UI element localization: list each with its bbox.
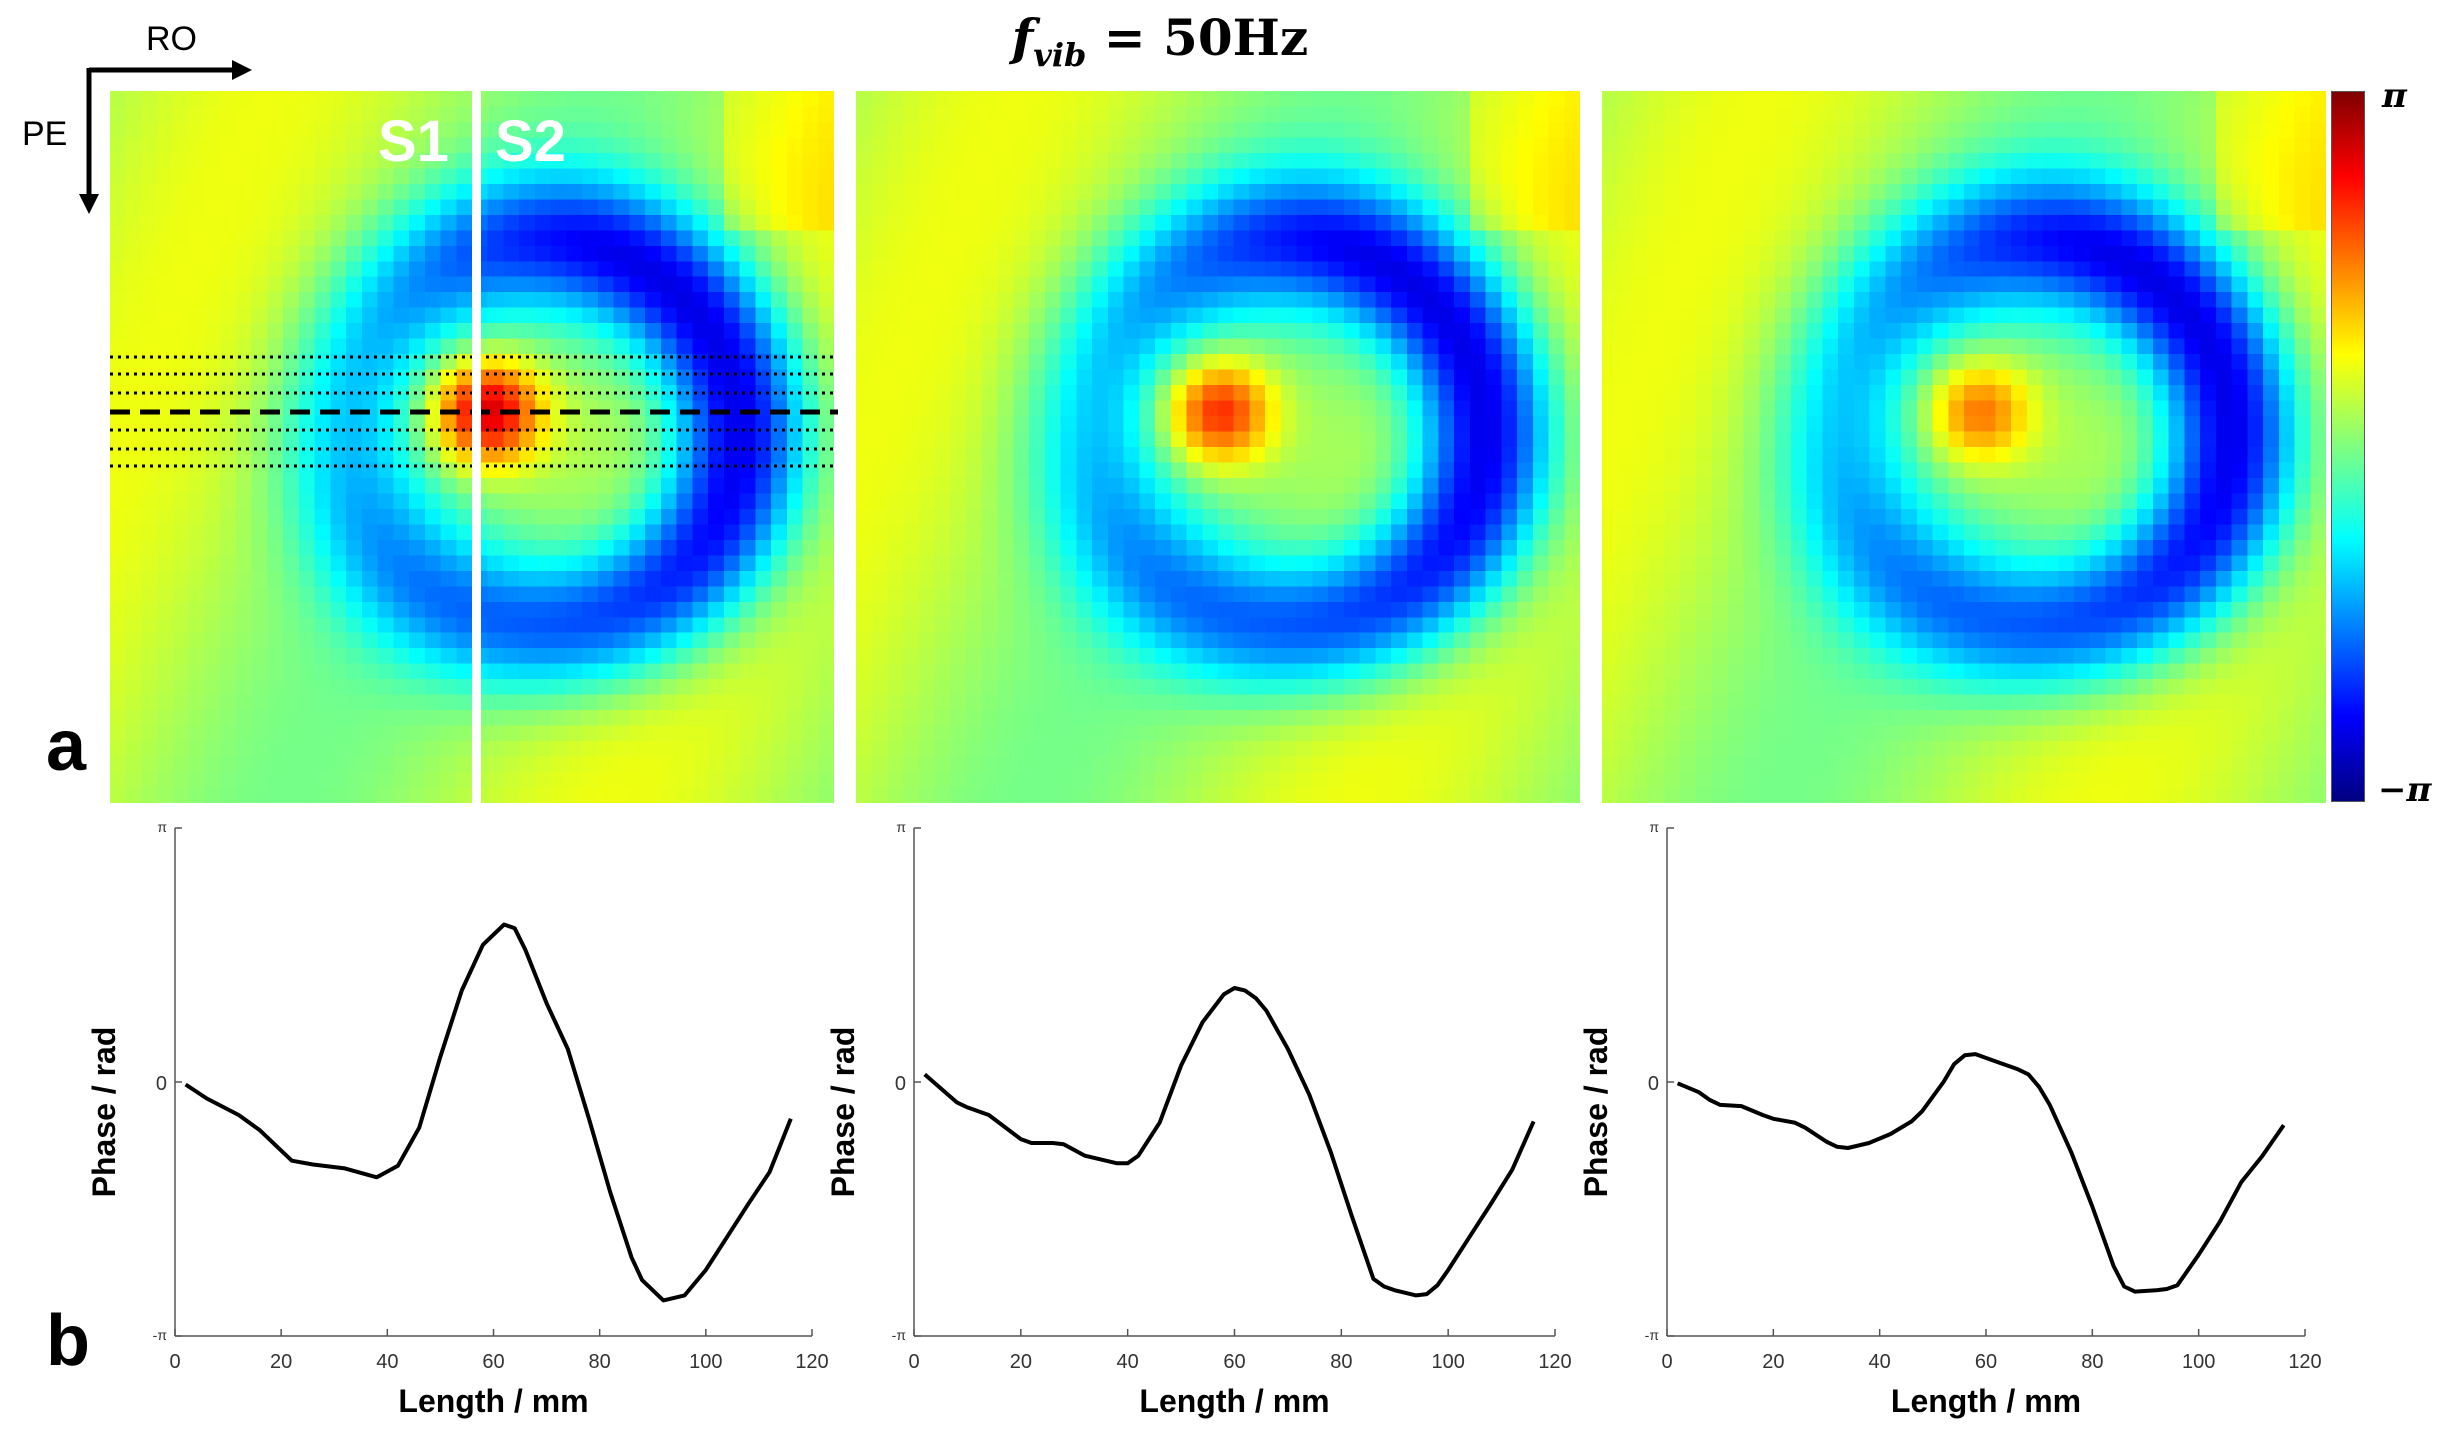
phase-map-2 — [856, 91, 1580, 803]
x-tick-label: 40 — [376, 1351, 398, 1373]
x-tick-label: 20 — [270, 1351, 292, 1373]
pe-label: PE — [22, 115, 68, 153]
x-axis-label: Length / mm — [1891, 1383, 2081, 1419]
title-rest: = 50Hz — [1086, 8, 1309, 67]
phase-map-canvas — [856, 91, 1580, 803]
y-tick-label: -π — [892, 1327, 907, 1343]
phase-profile-line — [184, 922, 793, 1303]
y-tick-label: 0 — [1648, 1073, 1659, 1095]
x-tick-label: 80 — [1330, 1351, 1352, 1373]
colorbar-min-label: −π — [2378, 770, 2432, 810]
x-tick-label: 0 — [1661, 1351, 1672, 1373]
profile-lines-overlay — [110, 91, 838, 803]
panel-a-label: a — [46, 706, 87, 786]
x-tick-label: 80 — [2081, 1351, 2103, 1373]
x-tick-label: 40 — [1869, 1351, 1891, 1373]
x-tick-label: 20 — [1762, 1351, 1784, 1373]
x-tick-label: 40 — [1117, 1351, 1139, 1373]
y-tick-label: π — [1649, 819, 1659, 835]
x-tick-label: 100 — [2182, 1351, 2215, 1373]
phase-profile-line — [923, 986, 1536, 1298]
y-axis-label: Phase / rad — [1578, 1027, 1614, 1198]
y-tick-label: π — [896, 819, 906, 835]
y-axis-label: Phase / rad — [86, 1027, 122, 1198]
y-tick-label: 0 — [156, 1073, 167, 1095]
x-tick-label: 120 — [2288, 1351, 2321, 1373]
s2-label: S2 — [495, 109, 566, 174]
x-tick-label: 60 — [1223, 1351, 1245, 1373]
x-tick-label: 80 — [589, 1351, 611, 1373]
colorbar — [2331, 91, 2365, 802]
panel-b-label: b — [46, 1301, 90, 1381]
x-tick-label: 120 — [1538, 1351, 1571, 1373]
x-tick-label: 20 — [1010, 1351, 1032, 1373]
x-tick-label: 120 — [795, 1351, 828, 1373]
y-tick-label: -π — [1645, 1327, 1660, 1343]
y-tick-label: 0 — [895, 1073, 906, 1095]
x-tick-label: 0 — [169, 1351, 180, 1373]
colorbar-max-label: π — [2382, 76, 2407, 116]
phase-profile-line — [1676, 1052, 2286, 1294]
title-subscript: vib — [1033, 36, 1087, 74]
x-axis-label: Length / mm — [1139, 1383, 1329, 1419]
figure-title: fvib = 50Hz — [900, 8, 1420, 74]
x-tick-label: 100 — [689, 1351, 722, 1373]
phase-map-canvas — [1602, 91, 2326, 803]
x-tick-label: 60 — [1975, 1351, 1997, 1373]
s1-label: S1 — [378, 109, 449, 174]
y-tick-label: π — [157, 819, 167, 835]
ro-label: RO — [146, 20, 197, 58]
x-tick-label: 60 — [482, 1351, 504, 1373]
s1-s2-divider — [472, 91, 481, 803]
title-f: f — [1011, 8, 1034, 67]
orientation-arrows-icon — [79, 60, 252, 214]
x-tick-label: 0 — [908, 1351, 919, 1373]
y-tick-label: -π — [153, 1327, 168, 1343]
x-axis-label: Length / mm — [398, 1383, 588, 1419]
x-tick-label: 100 — [1431, 1351, 1464, 1373]
phase-map-3 — [1602, 91, 2326, 803]
y-axis-label: Phase / rad — [825, 1027, 861, 1198]
